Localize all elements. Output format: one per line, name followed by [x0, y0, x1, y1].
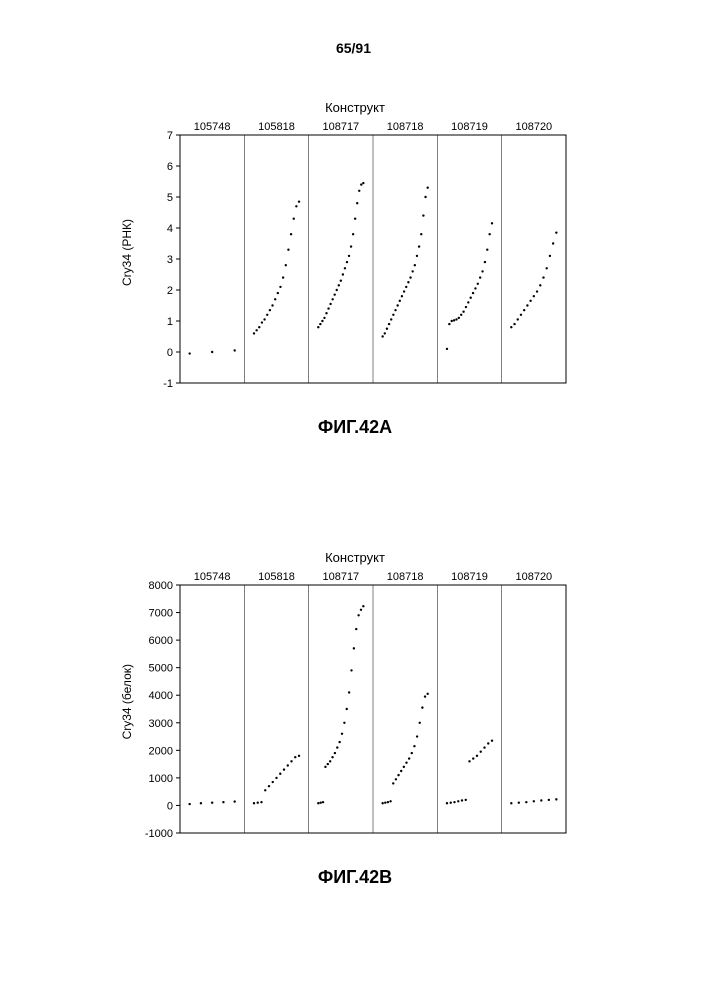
svg-text:0: 0 [167, 800, 173, 812]
svg-text:108720: 108720 [515, 571, 552, 583]
svg-text:5: 5 [167, 192, 173, 204]
svg-text:108719: 108719 [451, 121, 488, 133]
svg-text:3000: 3000 [149, 718, 173, 730]
svg-text:7000: 7000 [149, 608, 173, 620]
svg-text:-1: -1 [163, 378, 173, 387]
svg-text:8000: 8000 [149, 580, 173, 592]
caption-a: ФИГ.42A [120, 417, 590, 438]
page-number: 65/91 [0, 40, 707, 56]
svg-text:2000: 2000 [149, 745, 173, 757]
svg-text:6: 6 [167, 161, 173, 173]
figure-42a: Конструкт Cry34 (РНК) -1 0 1 2 3 4 5 6 7 105748 10… [120, 100, 590, 438]
ylabel-a: Cry34 (РНК) [120, 219, 134, 286]
svg-text:108720: 108720 [515, 121, 552, 133]
svg-text:108717: 108717 [322, 571, 359, 583]
svg-text:105818: 105818 [258, 571, 295, 583]
scatter-plot-a: -1 0 1 2 3 4 5 6 7 105748 105818 108717 108718 108719… [140, 117, 570, 387]
svg-text:4: 4 [167, 223, 173, 235]
svg-text:108718: 108718 [387, 571, 424, 583]
svg-text:105748: 105748 [194, 121, 231, 133]
svg-text:4000: 4000 [149, 690, 173, 702]
svg-text:3: 3 [167, 254, 173, 266]
svg-text:7: 7 [167, 130, 173, 142]
svg-text:108718: 108718 [387, 121, 424, 133]
chart-title-a: Конструкт [120, 100, 590, 115]
svg-text:105818: 105818 [258, 121, 295, 133]
svg-text:1: 1 [167, 316, 173, 328]
svg-text:-1000: -1000 [145, 828, 173, 837]
caption-b: ФИГ.42B [120, 867, 590, 888]
ylabel-b: Cry34 (белок) [120, 664, 134, 739]
chart-title-b: Конструкт [120, 550, 590, 565]
scatter-plot-b: -1000 0 1000 2000 3000 4000 5000 6000 7000 8000 10… [140, 567, 570, 837]
svg-text:5000: 5000 [149, 663, 173, 675]
figure-42b: Конструкт Cry34 (белок) -1000 0 1000 2000 30… [120, 550, 590, 888]
svg-text:108719: 108719 [451, 571, 488, 583]
svg-text:1000: 1000 [149, 773, 173, 785]
svg-text:6000: 6000 [149, 635, 173, 647]
svg-text:0: 0 [167, 347, 173, 359]
svg-text:108717: 108717 [322, 121, 359, 133]
svg-text:2: 2 [167, 285, 173, 297]
svg-text:105748: 105748 [194, 571, 231, 583]
